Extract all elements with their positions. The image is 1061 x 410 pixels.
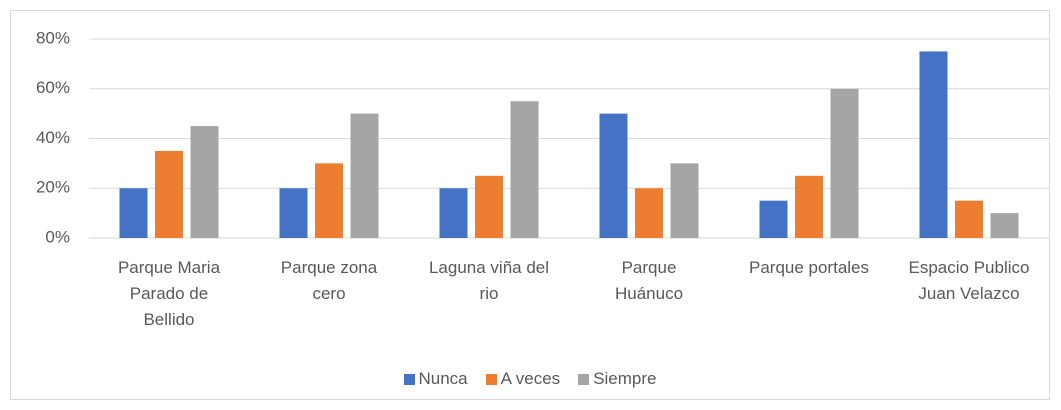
bar [670,163,699,238]
legend-label: A veces [500,369,561,388]
legend-item: Nunca [403,369,468,389]
bar [919,51,948,238]
legend-swatch [485,373,497,385]
y-tick-label: 60% [36,78,70,97]
x-tick-label: Parque Huánuco [614,258,684,303]
bar [190,126,219,238]
bar [315,163,343,238]
bar [830,88,859,238]
legend-swatch [578,373,590,385]
legend-label: Nunca [418,369,468,388]
bar [759,200,788,238]
bar [155,150,183,238]
bar [635,188,663,238]
y-tick-label: 40% [36,128,70,147]
x-tick-label: Parque portales [748,258,870,277]
legend-item: A veces [485,369,561,389]
bar [119,188,148,238]
y-tick-label: 0% [45,227,70,246]
bar [279,188,308,238]
bar [955,200,983,238]
x-tick-label: Parque zona cero [280,258,378,303]
bar [599,113,628,238]
bar [990,213,1019,238]
bar [510,101,539,238]
bar [475,175,503,238]
legend-label: Siempre [593,369,657,388]
legend-swatch [403,373,415,385]
bar [795,175,823,238]
x-tick-label: Espacio Publico Juan Velazco [908,258,1030,303]
x-tick-label: Parque Maria Parado de Bellido [117,258,221,329]
x-tick-label: Laguna viña del rio [428,258,550,303]
y-tick-label: 20% [36,178,70,197]
legend: Nunca A veces Siempre [10,369,1050,389]
y-tick-label: 80% [36,28,70,47]
bar [439,188,468,238]
legend-item: Siempre [578,369,657,389]
bar [350,113,379,238]
